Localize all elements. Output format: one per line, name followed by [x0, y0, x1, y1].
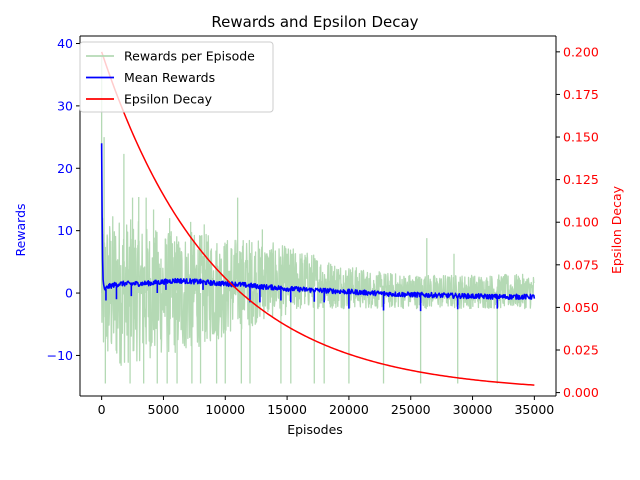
x-tick-label: 35000 — [514, 402, 554, 417]
left-y-axis-ticks: −10 0 10 20 30 40 — [47, 36, 80, 363]
x-tick-label: 10000 — [205, 402, 245, 417]
rewards-per-episode-series — [100, 55, 535, 384]
x-axis-ticks: 0 5000 10000 15000 20000 25000 30000 35000 — [98, 396, 554, 417]
right-y-tick-label: 0.050 — [563, 300, 599, 315]
mean-rewards-line — [100, 143, 536, 312]
epsilon-decay-series — [100, 51, 535, 386]
right-y-tick-label: 0.150 — [563, 130, 599, 145]
legend-epsilon-decay-label: Epsilon Decay — [124, 92, 213, 107]
legend-rewards-per-episode-label: Rewards per Episode — [124, 49, 255, 64]
x-tick-label: 20000 — [329, 402, 369, 417]
right-y-tick-label: 0.075 — [563, 257, 599, 272]
right-y-axis-ticks: 0.000 0.025 0.050 0.075 0.100 0.125 0.150 0.175… — [556, 44, 599, 400]
left-y-tick-label: 40 — [57, 36, 73, 51]
legend: Rewards per Episode Mean Rewards Epsilon D… — [79, 41, 274, 113]
left-y-tick-label: 10 — [57, 223, 73, 238]
right-y-tick-label: 0.100 — [563, 215, 599, 230]
left-y-tick-label: 0 — [65, 286, 73, 301]
left-y-tick-label: 30 — [57, 98, 73, 113]
axes-frame — [79, 35, 557, 397]
x-axis-label: Episodes — [287, 422, 343, 437]
legend-frame — [79, 41, 274, 113]
chart-title: Rewards and Epsilon Decay — [211, 13, 418, 31]
epsilon-decay-line — [100, 51, 535, 386]
x-tick-label: 25000 — [391, 402, 431, 417]
left-y-axis-label: Rewards — [13, 203, 28, 256]
right-y-tick-label: 0.025 — [563, 342, 599, 357]
left-y-tick-label: −10 — [47, 348, 73, 363]
x-tick-label: 15000 — [267, 402, 307, 417]
left-y-tick-label: 20 — [57, 161, 73, 176]
right-y-tick-label: 0.000 — [563, 385, 599, 400]
x-tick-label: 5000 — [148, 402, 180, 417]
x-tick-label: 30000 — [453, 402, 493, 417]
right-y-axis-label: Epsilon Decay — [609, 185, 624, 274]
legend-mean-rewards-label: Mean Rewards — [124, 70, 215, 85]
mean-rewards-series — [100, 143, 536, 312]
right-y-tick-label: 0.125 — [563, 172, 599, 187]
right-y-tick-label: 0.175 — [563, 87, 599, 102]
plot-area — [100, 51, 536, 386]
right-y-tick-label: 0.200 — [563, 44, 599, 59]
x-tick-label: 0 — [98, 402, 106, 417]
rewards-per-episode-line — [100, 55, 535, 384]
